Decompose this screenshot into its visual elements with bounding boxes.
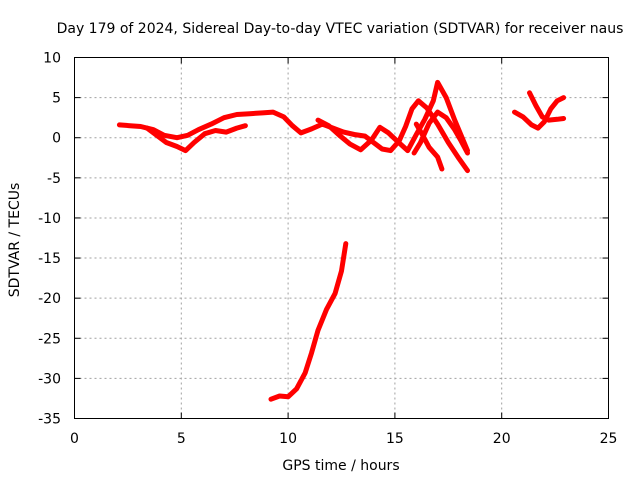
series-track-d xyxy=(411,109,470,156)
y-tick-label: 10 xyxy=(43,51,61,67)
series-track-e xyxy=(413,121,445,172)
series-track-f xyxy=(268,241,349,402)
y-tick-label: -25 xyxy=(38,331,61,347)
grid-layer xyxy=(74,57,609,419)
y-tick-label: -30 xyxy=(38,371,61,387)
y-tick-label: -35 xyxy=(38,412,61,428)
tick-layer: 0 5 10 15 20 25 10 5 0 -5 -10 -15 -20 -25 -30 -35 xyxy=(38,51,617,448)
y-tick-label: 0 xyxy=(52,131,61,147)
x-tick-label: 15 xyxy=(386,431,404,447)
series-track-b xyxy=(144,123,248,154)
y-tick-label: -15 xyxy=(38,251,61,267)
series-track-g xyxy=(512,95,567,131)
y-tick-label: -5 xyxy=(47,171,61,187)
series-track-h xyxy=(527,90,567,123)
y-axis-label: SDTVAR / TECUs xyxy=(7,183,23,298)
y-tick-label: -20 xyxy=(38,291,61,307)
chart-title: Day 179 of 2024, Sidereal Day-to-day VTE… xyxy=(57,21,624,37)
series-layer xyxy=(116,79,567,402)
plot-frame xyxy=(74,57,609,419)
series-track-c xyxy=(315,79,470,154)
x-tick-label: 20 xyxy=(493,431,511,447)
x-tick-label: 10 xyxy=(279,431,297,447)
series-track-a xyxy=(116,98,470,174)
y-tick-label: 5 xyxy=(52,91,61,107)
x-tick-label: 5 xyxy=(177,431,186,447)
x-tick-label: 25 xyxy=(600,431,618,447)
x-tick-label: 0 xyxy=(70,431,79,447)
y-tick-label: -10 xyxy=(38,211,61,227)
x-axis-label: GPS time / hours xyxy=(282,458,399,474)
